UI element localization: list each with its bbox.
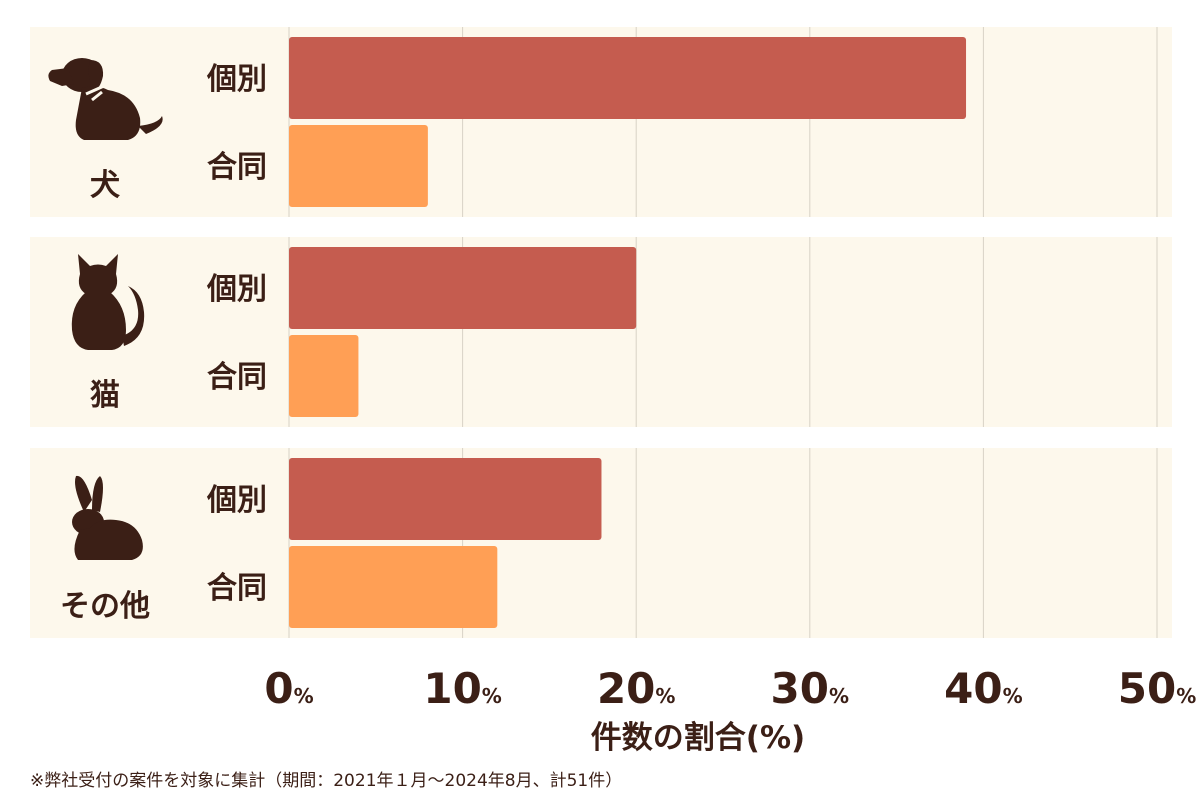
bar-1-1 (289, 335, 359, 417)
group-label-1: 猫 (90, 378, 120, 413)
x-tick-label-30: 30% (771, 664, 850, 713)
x-axis-label: 件数の割合(%) (591, 720, 805, 756)
cat-icon (71, 254, 145, 350)
x-tick-label-10: 10% (423, 664, 501, 713)
series-label-1-1: 合同 (207, 360, 267, 395)
group-label-2: その他 (60, 589, 150, 624)
dog-icon (48, 58, 163, 140)
x-tick-label-20: 20% (597, 664, 676, 713)
bar-1-0 (289, 247, 637, 329)
x-tick-label-50: 50% (1118, 664, 1197, 713)
bar-2-0 (289, 458, 602, 540)
series-label-2-0: 個別 (206, 483, 267, 518)
bar-2-1 (289, 546, 498, 628)
series-label-0-0: 個別 (206, 62, 267, 97)
series-label-0-1: 合同 (207, 150, 267, 185)
x-tick-label-0: 0% (264, 664, 313, 713)
rabbit-icon (72, 475, 143, 560)
series-label-2-1: 合同 (207, 571, 267, 606)
group-label-0: 犬 (90, 168, 120, 203)
series-label-1-0: 個別 (206, 272, 267, 307)
footnote: ※弊社受付の案件を対象に集計（期間：2021年１月～2024年8月、計51件） (30, 771, 623, 791)
x-tick-label-40: 40% (944, 664, 1023, 713)
bar-0-0 (289, 37, 967, 119)
bar-0-1 (289, 125, 428, 207)
